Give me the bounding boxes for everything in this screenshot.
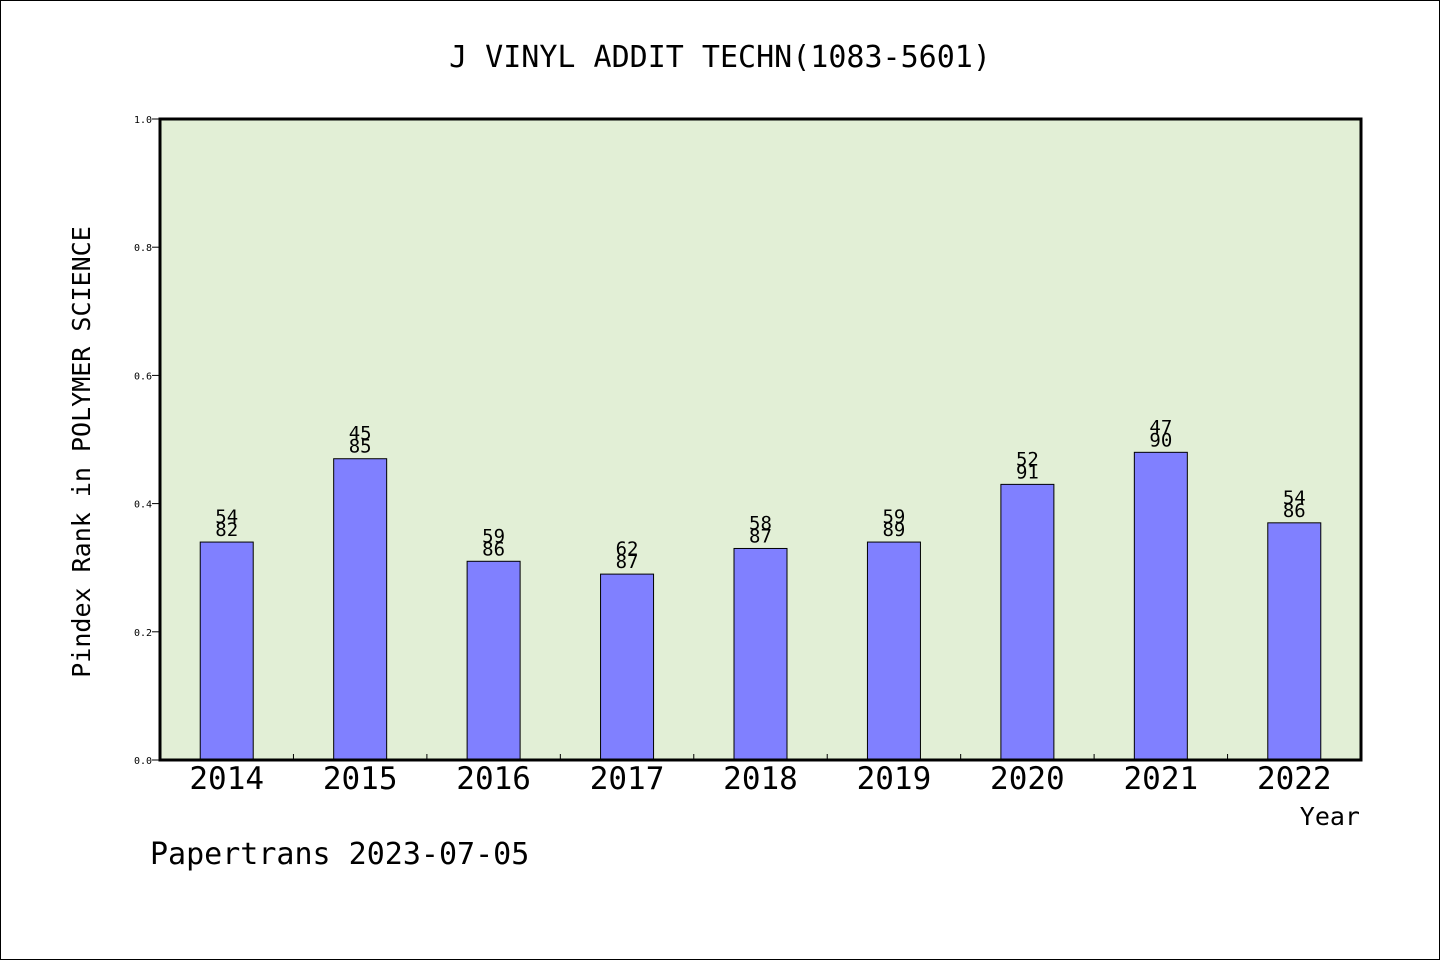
bar-total-label: 91 [1016,461,1039,483]
bar-total-label: 87 [616,551,639,573]
y-axis: 0.0 0.2 0.4 0.6 0.8 1.0 [134,115,160,767]
bar-rank-label: 52 [1016,448,1039,470]
bar-total-label: 86 [482,538,505,560]
bar [733,547,788,761]
x-axis: 2014 2015 2016 2017 2018 2019 2020 2021 2022 [189,754,1332,797]
x-tick-label: 2018 [723,761,798,797]
bar-rank-label: 59 [882,506,905,528]
y-tick-label: 0.6 [134,371,152,382]
bar-rank-label: 54 [1283,487,1306,509]
x-tick-label: 2014 [189,761,264,797]
y-tick-label: 0.0 [134,756,152,767]
bar-total-label: 85 [349,436,372,458]
y-tick-label: 0.4 [134,500,152,511]
bar [1000,483,1055,761]
bar-total-label: 89 [882,519,905,541]
bar-rank-label: 62 [616,538,639,560]
chart-title: J VINYL ADDIT TECHN(1083-5601) [449,40,991,75]
y-tick-label: 1.0 [134,115,152,126]
y-axis-label: Pindex Rank in POLYMER SCIENCE [67,226,96,678]
bar [466,560,521,761]
bar [600,573,655,761]
x-tick-label: 2021 [1124,761,1199,797]
bar [1267,522,1322,761]
y-tick-label: 0.2 [134,628,152,639]
bar-group [199,451,1322,761]
bar-rank-label: 45 [349,423,372,445]
watermark: Papertrans 2023-07-05 [150,837,529,872]
bar-total-label: 82 [215,519,238,541]
x-tick-label: 2016 [456,761,531,797]
bar-rank-label: 47 [1149,416,1172,438]
bar [333,458,388,761]
y-tick-label: 0.8 [134,243,152,254]
bar-rank-label: 54 [215,506,238,528]
x-tick-label: 2020 [990,761,1065,797]
x-tick-label: 2022 [1257,761,1332,797]
bar-total-label: 90 [1149,429,1172,451]
bar-rank-label: 59 [482,525,505,547]
bar [866,541,921,761]
bar-total-label: 86 [1283,500,1306,522]
bar-total-label: 87 [749,525,772,547]
x-tick-label: 2019 [857,761,932,797]
x-axis-label: Year [1300,802,1360,831]
bar [1133,451,1188,761]
plot-border [158,117,1363,762]
bar-rank-label: 58 [749,512,772,534]
x-tick-label: 2017 [590,761,665,797]
bar [199,541,254,761]
x-tick-label: 2015 [323,761,398,797]
